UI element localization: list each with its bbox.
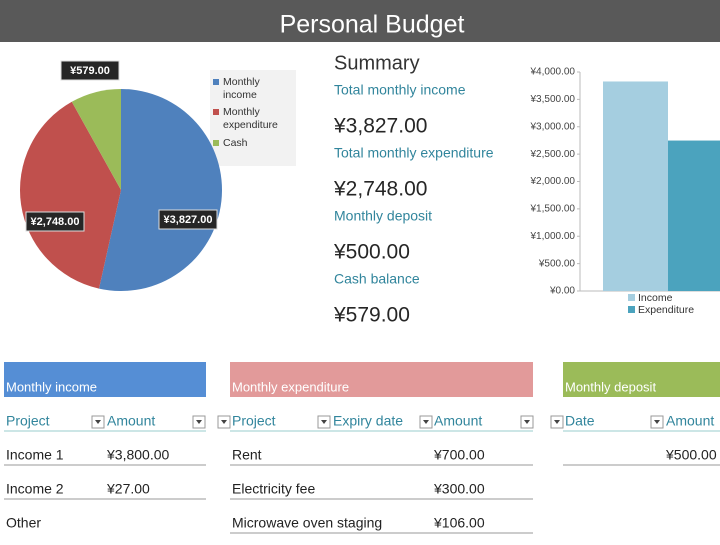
- summary-label: Total monthly income: [334, 82, 466, 98]
- table-cell: ¥106.00: [433, 515, 485, 531]
- column-header: Project: [232, 413, 276, 429]
- data-label-box: [158, 209, 218, 230]
- table-title: Monthly income: [6, 379, 97, 394]
- legend-swatch: [628, 294, 635, 301]
- y-tick-label: ¥0.00: [549, 286, 575, 297]
- legend-swatch: [628, 306, 635, 313]
- y-tick-label: ¥2,500.00: [530, 149, 576, 160]
- table-cell: ¥500.00: [665, 447, 717, 463]
- y-tick-label: ¥1,500.00: [530, 204, 576, 215]
- legend-swatch: [213, 109, 219, 115]
- table-cell: Rent: [232, 447, 262, 463]
- filter-arrow: [95, 420, 101, 424]
- y-tick-label: ¥1,000.00: [530, 231, 576, 242]
- y-tick-label: ¥500.00: [538, 258, 576, 269]
- table-cell: Income 2: [6, 481, 64, 497]
- data-label-box: [25, 211, 85, 232]
- data-label: ¥579.00: [70, 65, 110, 77]
- bar: [603, 81, 668, 292]
- column-header: Date: [565, 413, 595, 429]
- column-header: Amount: [107, 413, 155, 429]
- table-title: Monthly deposit: [565, 379, 656, 394]
- table-cell: ¥300.00: [433, 481, 485, 497]
- legend-swatch: [213, 140, 219, 146]
- summary-title: Summary: [334, 52, 420, 74]
- table-title: Monthly expenditure: [232, 379, 349, 394]
- filter-arrow: [196, 420, 202, 424]
- legend-swatch: [213, 79, 219, 85]
- summary-label: Monthly deposit: [334, 208, 432, 224]
- table-band: [4, 362, 206, 397]
- y-tick-label: ¥3,000.00: [530, 121, 576, 132]
- summary-value: ¥500.00: [333, 241, 410, 264]
- summary-value: ¥579.00: [333, 304, 410, 327]
- table-cell: ¥700.00: [433, 447, 485, 463]
- data-label: ¥2,748.00: [31, 216, 80, 228]
- table-cell: Electricity fee: [232, 481, 315, 497]
- summary-label: Total monthly expenditure: [334, 145, 494, 161]
- table-cell: Income 1: [6, 447, 64, 463]
- data-label: ¥3,827.00: [164, 214, 213, 226]
- table-cell: ¥3,800.00: [106, 447, 169, 463]
- header-bar: [0, 0, 720, 42]
- column-header: Expiry date: [333, 413, 403, 429]
- legend-label: Cash: [223, 137, 248, 149]
- filter-arrow: [423, 420, 429, 424]
- table-cell: ¥27.00: [106, 481, 150, 497]
- legend-label: Monthly expenditure: [223, 106, 278, 131]
- summary-label: Cash balance: [334, 271, 420, 287]
- y-tick-label: ¥4,000.00: [530, 67, 576, 78]
- filter-arrow: [321, 420, 327, 424]
- column-header: Project: [6, 413, 50, 429]
- y-tick-label: ¥3,500.00: [530, 94, 576, 105]
- pie-legend-box: [210, 70, 296, 166]
- filter-arrow: [524, 420, 530, 424]
- pie-slice: [99, 89, 223, 292]
- column-header: Amount: [434, 413, 482, 429]
- table-band: [230, 362, 533, 397]
- column-header: Amount: [666, 413, 714, 429]
- filter-arrow: [221, 420, 227, 424]
- page-title: Personal Budget: [280, 11, 465, 39]
- summary-value: ¥2,748.00: [333, 178, 427, 201]
- pie-slice: [20, 101, 121, 289]
- legend-label: Monthly income: [223, 76, 261, 101]
- legend-label: Expenditure: [638, 304, 694, 316]
- y-tick-label: ¥2,000.00: [530, 176, 576, 187]
- data-label-box: [60, 60, 120, 81]
- bar: [668, 140, 720, 291]
- filter-arrow: [554, 420, 560, 424]
- summary-value: ¥3,827.00: [333, 115, 427, 138]
- table-cell: Microwave oven staging: [232, 515, 382, 531]
- filter-arrow: [654, 420, 660, 424]
- table-band: [563, 362, 720, 397]
- table-cell: Other: [6, 515, 41, 531]
- pie-slice: [71, 89, 121, 190]
- legend-label: Income: [638, 292, 673, 304]
